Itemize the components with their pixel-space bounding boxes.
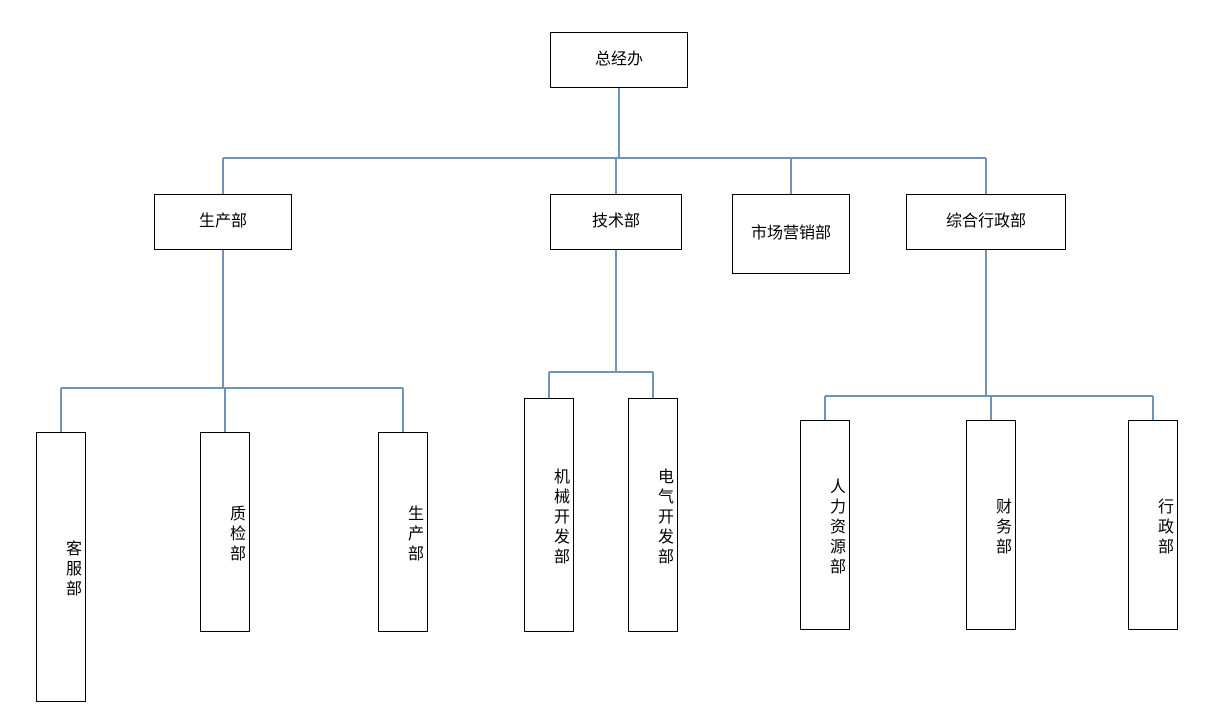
node-prod: 生产部 — [154, 194, 292, 250]
node-label: 生产部 — [199, 209, 247, 235]
node-label: 客服部 — [62, 540, 81, 600]
node-tech: 技术部 — [550, 194, 682, 250]
node-elec: 电气开发部 — [628, 398, 678, 632]
node-cs: 客服部 — [36, 432, 86, 702]
node-label: 电气开发部 — [654, 468, 673, 568]
node-label: 财务部 — [992, 498, 1011, 558]
node-prod2: 生产部 — [378, 432, 428, 632]
node-ops: 行政部 — [1128, 420, 1178, 630]
node-mkt: 市场营销部 — [732, 194, 850, 274]
node-label: 人力资源部 — [826, 478, 845, 578]
node-admin: 综合行政部 — [906, 194, 1066, 250]
node-label: 机械开发部 — [550, 468, 569, 568]
node-label: 综合行政部 — [946, 209, 1026, 235]
node-label: 质检部 — [226, 505, 245, 565]
node-label: 市场营销部 — [751, 221, 831, 247]
node-label: 技术部 — [592, 209, 640, 235]
connector-layer — [0, 0, 1226, 719]
node-fin: 财务部 — [966, 420, 1016, 630]
node-qc: 质检部 — [200, 432, 250, 632]
node-label: 总经办 — [595, 47, 643, 73]
node-mech: 机械开发部 — [524, 398, 574, 632]
node-hr: 人力资源部 — [800, 420, 850, 630]
node-label: 行政部 — [1154, 498, 1173, 558]
node-label: 生产部 — [404, 505, 423, 565]
node-root: 总经办 — [550, 32, 688, 88]
org-chart: 总经办生产部技术部市场营销部综合行政部客服部质检部生产部机械开发部电气开发部人力… — [0, 0, 1226, 719]
